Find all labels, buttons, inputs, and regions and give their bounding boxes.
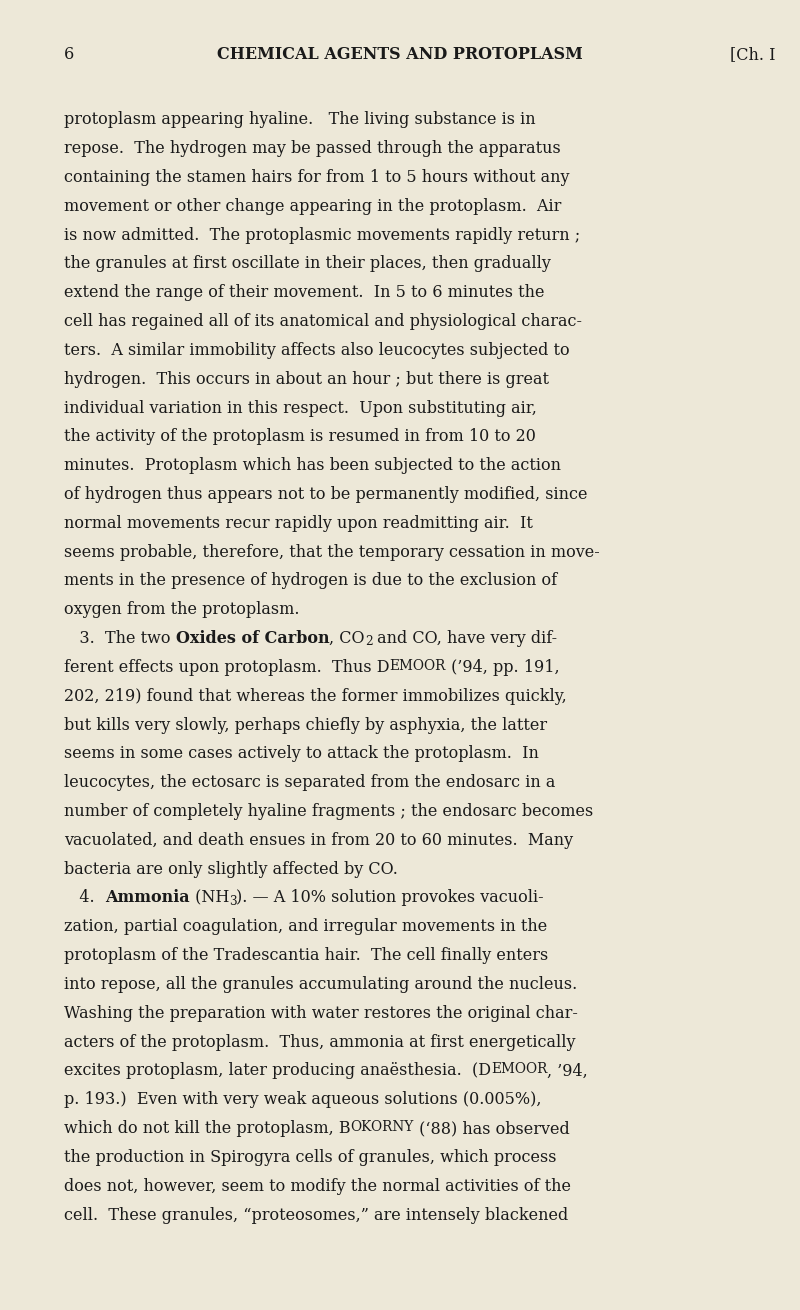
Text: minutes.  Protoplasm which has been subjected to the action: minutes. Protoplasm which has been subje… <box>64 457 561 474</box>
Text: of hydrogen thus appears not to be permanently modified, since: of hydrogen thus appears not to be perma… <box>64 486 587 503</box>
Text: excites protoplasm, later producing anaësthesia.  (D: excites protoplasm, later producing anaë… <box>64 1062 491 1079</box>
Text: which do not kill the protoplasm, B: which do not kill the protoplasm, B <box>64 1120 350 1137</box>
Text: seems in some cases actively to attack the protoplasm.  In: seems in some cases actively to attack t… <box>64 745 539 762</box>
Text: number of completely hyaline fragments ; the endosarc becomes: number of completely hyaline fragments ;… <box>64 803 594 820</box>
Text: 3: 3 <box>229 895 237 908</box>
Text: seems probable, therefore, that the temporary cessation in move-: seems probable, therefore, that the temp… <box>64 544 600 561</box>
Text: 6: 6 <box>64 46 74 63</box>
Text: cell has regained all of its anatomical and physiological charac-: cell has regained all of its anatomical … <box>64 313 582 330</box>
Text: containing the stamen hairs for from 1 to 5 hours without any: containing the stamen hairs for from 1 t… <box>64 169 570 186</box>
Text: , ’94,: , ’94, <box>547 1062 588 1079</box>
Text: but kills very slowly, perhaps chiefly by asphyxia, the latter: but kills very slowly, perhaps chiefly b… <box>64 717 547 734</box>
Text: protoplasm appearing hyaline.   The living substance is in: protoplasm appearing hyaline. The living… <box>64 111 536 128</box>
Text: repose.  The hydrogen may be passed through the apparatus: repose. The hydrogen may be passed throu… <box>64 140 561 157</box>
Text: Oxides of Carbon: Oxides of Carbon <box>176 630 330 647</box>
Text: p. 193.)  Even with very weak aqueous solutions (0.005%),: p. 193.) Even with very weak aqueous sol… <box>64 1091 542 1108</box>
Text: oxygen from the protoplasm.: oxygen from the protoplasm. <box>64 601 299 618</box>
Text: Washing the preparation with water restores the original char-: Washing the preparation with water resto… <box>64 1005 578 1022</box>
Text: the activity of the protoplasm is resumed in from 10 to 20: the activity of the protoplasm is resume… <box>64 428 536 445</box>
Text: zation, partial coagulation, and irregular movements in the: zation, partial coagulation, and irregul… <box>64 918 547 935</box>
Text: cell.  These granules, “proteosomes,” are intensely blackened: cell. These granules, “proteosomes,” are… <box>64 1207 568 1224</box>
Text: movement or other change appearing in the protoplasm.  Air: movement or other change appearing in th… <box>64 198 562 215</box>
Text: 2: 2 <box>365 635 372 648</box>
Text: OKORNY: OKORNY <box>350 1120 414 1134</box>
Text: (‘88) has observed: (‘88) has observed <box>414 1120 570 1137</box>
Text: does not, however, seem to modify the normal activities of the: does not, however, seem to modify the no… <box>64 1178 571 1195</box>
Text: extend the range of their movement.  In 5 to 6 minutes the: extend the range of their movement. In 5… <box>64 284 545 301</box>
Text: (’94, pp. 191,: (’94, pp. 191, <box>446 659 559 676</box>
Text: leucocytes, the ectosarc is separated from the endosarc in a: leucocytes, the ectosarc is separated fr… <box>64 774 555 791</box>
Text: the granules at first oscillate in their places, then gradually: the granules at first oscillate in their… <box>64 255 551 272</box>
Text: into repose, all the granules accumulating around the nucleus.: into repose, all the granules accumulati… <box>64 976 578 993</box>
Text: individual variation in this respect.  Upon substituting air,: individual variation in this respect. Up… <box>64 400 537 417</box>
Text: Ammonia: Ammonia <box>105 889 190 907</box>
Text: normal movements recur rapidly upon readmitting air.  It: normal movements recur rapidly upon read… <box>64 515 533 532</box>
Text: EMOOR: EMOOR <box>491 1062 547 1077</box>
Text: ). — A 10% solution provokes vacuoli-: ). — A 10% solution provokes vacuoli- <box>237 889 544 907</box>
Text: ments in the presence of hydrogen is due to the exclusion of: ments in the presence of hydrogen is due… <box>64 572 557 590</box>
Text: vacuolated, and death ensues in from 20 to 60 minutes.  Many: vacuolated, and death ensues in from 20 … <box>64 832 573 849</box>
Text: protoplasm of the Tradescantia hair.  The cell finally enters: protoplasm of the Tradescantia hair. The… <box>64 947 548 964</box>
Text: ferent effects upon protoplasm.  Thus D: ferent effects upon protoplasm. Thus D <box>64 659 390 676</box>
Text: acters of the protoplasm.  Thus, ammonia at first energetically: acters of the protoplasm. Thus, ammonia … <box>64 1034 575 1051</box>
Text: ters.  A similar immobility affects also leucocytes subjected to: ters. A similar immobility affects also … <box>64 342 570 359</box>
Text: 3.  The two: 3. The two <box>64 630 176 647</box>
Text: EMOOR: EMOOR <box>390 659 446 673</box>
Text: bacteria are only slightly affected by CO.: bacteria are only slightly affected by C… <box>64 861 398 878</box>
Text: [Ch. I: [Ch. I <box>730 46 776 63</box>
Text: the production in Spirogyra cells of granules, which process: the production in Spirogyra cells of gra… <box>64 1149 557 1166</box>
Text: 4.: 4. <box>64 889 105 907</box>
Text: CHEMICAL AGENTS AND PROTOPLASM: CHEMICAL AGENTS AND PROTOPLASM <box>217 46 583 63</box>
Text: (NH: (NH <box>190 889 229 907</box>
Text: is now admitted.  The protoplasmic movements rapidly return ;: is now admitted. The protoplasmic moveme… <box>64 227 580 244</box>
Text: 202, 219) found that whereas the former immobilizes quickly,: 202, 219) found that whereas the former … <box>64 688 566 705</box>
Text: and CO, have very dif-: and CO, have very dif- <box>372 630 558 647</box>
Text: hydrogen.  This occurs in about an hour ; but there is great: hydrogen. This occurs in about an hour ;… <box>64 371 549 388</box>
Text: , CO: , CO <box>330 630 365 647</box>
